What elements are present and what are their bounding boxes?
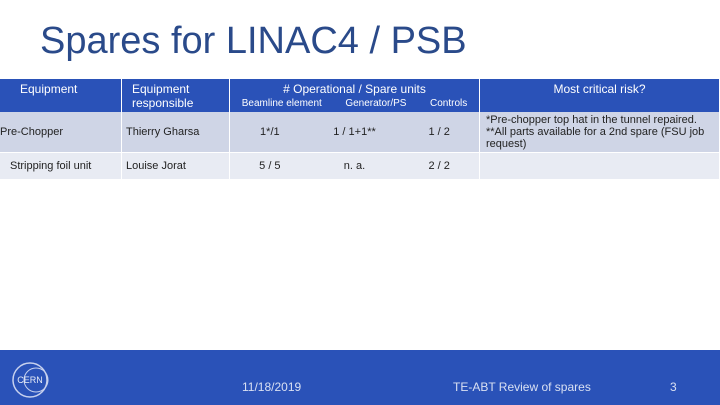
header-generator: Generator/PS [345, 98, 407, 109]
cell-equipment: Stripping foil unit [0, 153, 122, 179]
header-units: # Operational / Spare units Beamline ele… [230, 79, 480, 112]
page-number: 3 [670, 380, 677, 394]
cell-controls: 1 / 2 [428, 126, 450, 138]
table-row: Stripping foil unit Louise Jorat 5 / 5 n… [0, 153, 720, 179]
footer-bar: CERN 11/18/2019 TE-ABT Review of spares … [0, 350, 720, 405]
cell-responsible: Louise Jorat [122, 153, 230, 179]
cern-logo: CERN [12, 362, 49, 398]
cell-units: 5 / 5 n. a. 2 / 2 [230, 153, 480, 179]
header-responsible: Equipment responsible [122, 79, 230, 112]
risk-note-2: **All parts available for a 2nd spare (F… [486, 126, 705, 150]
table-header-row: Equipment Equipment responsible # Operat… [0, 79, 720, 112]
cell-equipment: Pre-Chopper [0, 112, 122, 153]
risk-note-1: *Pre-chopper top hat in the tunnel repai… [486, 114, 697, 126]
cell-beamline: 5 / 5 [259, 160, 281, 172]
header-risk: Most critical risk? [480, 79, 720, 112]
slide-title: Spares for LINAC4 / PSB [40, 20, 467, 62]
cell-risk [480, 153, 720, 179]
header-beamline: Beamline element [241, 98, 322, 109]
cell-beamline: 1*/1 [260, 126, 280, 138]
cell-risk: *Pre-chopper top hat in the tunnel repai… [480, 112, 720, 153]
header-controls: Controls [429, 98, 468, 109]
cell-responsible: Thierry Gharsa [122, 112, 230, 153]
cell-generator: n. a. [343, 160, 366, 172]
header-equipment: Equipment [0, 79, 122, 112]
cell-generator: 1 / 1+1** [333, 126, 376, 138]
logo-text: CERN [17, 375, 43, 385]
table-row: Pre-Chopper Thierry Gharsa 1*/1 1 / 1+1*… [0, 112, 720, 153]
cell-units: 1*/1 1 / 1+1** 1 / 2 [230, 112, 480, 153]
cell-controls: 2 / 2 [428, 160, 450, 172]
header-units-label: # Operational / Spare units [283, 82, 426, 96]
footer-title: TE-ABT Review of spares [453, 380, 591, 394]
footer-date: 11/18/2019 [242, 380, 302, 394]
spares-table: Equipment Equipment responsible # Operat… [0, 79, 720, 179]
